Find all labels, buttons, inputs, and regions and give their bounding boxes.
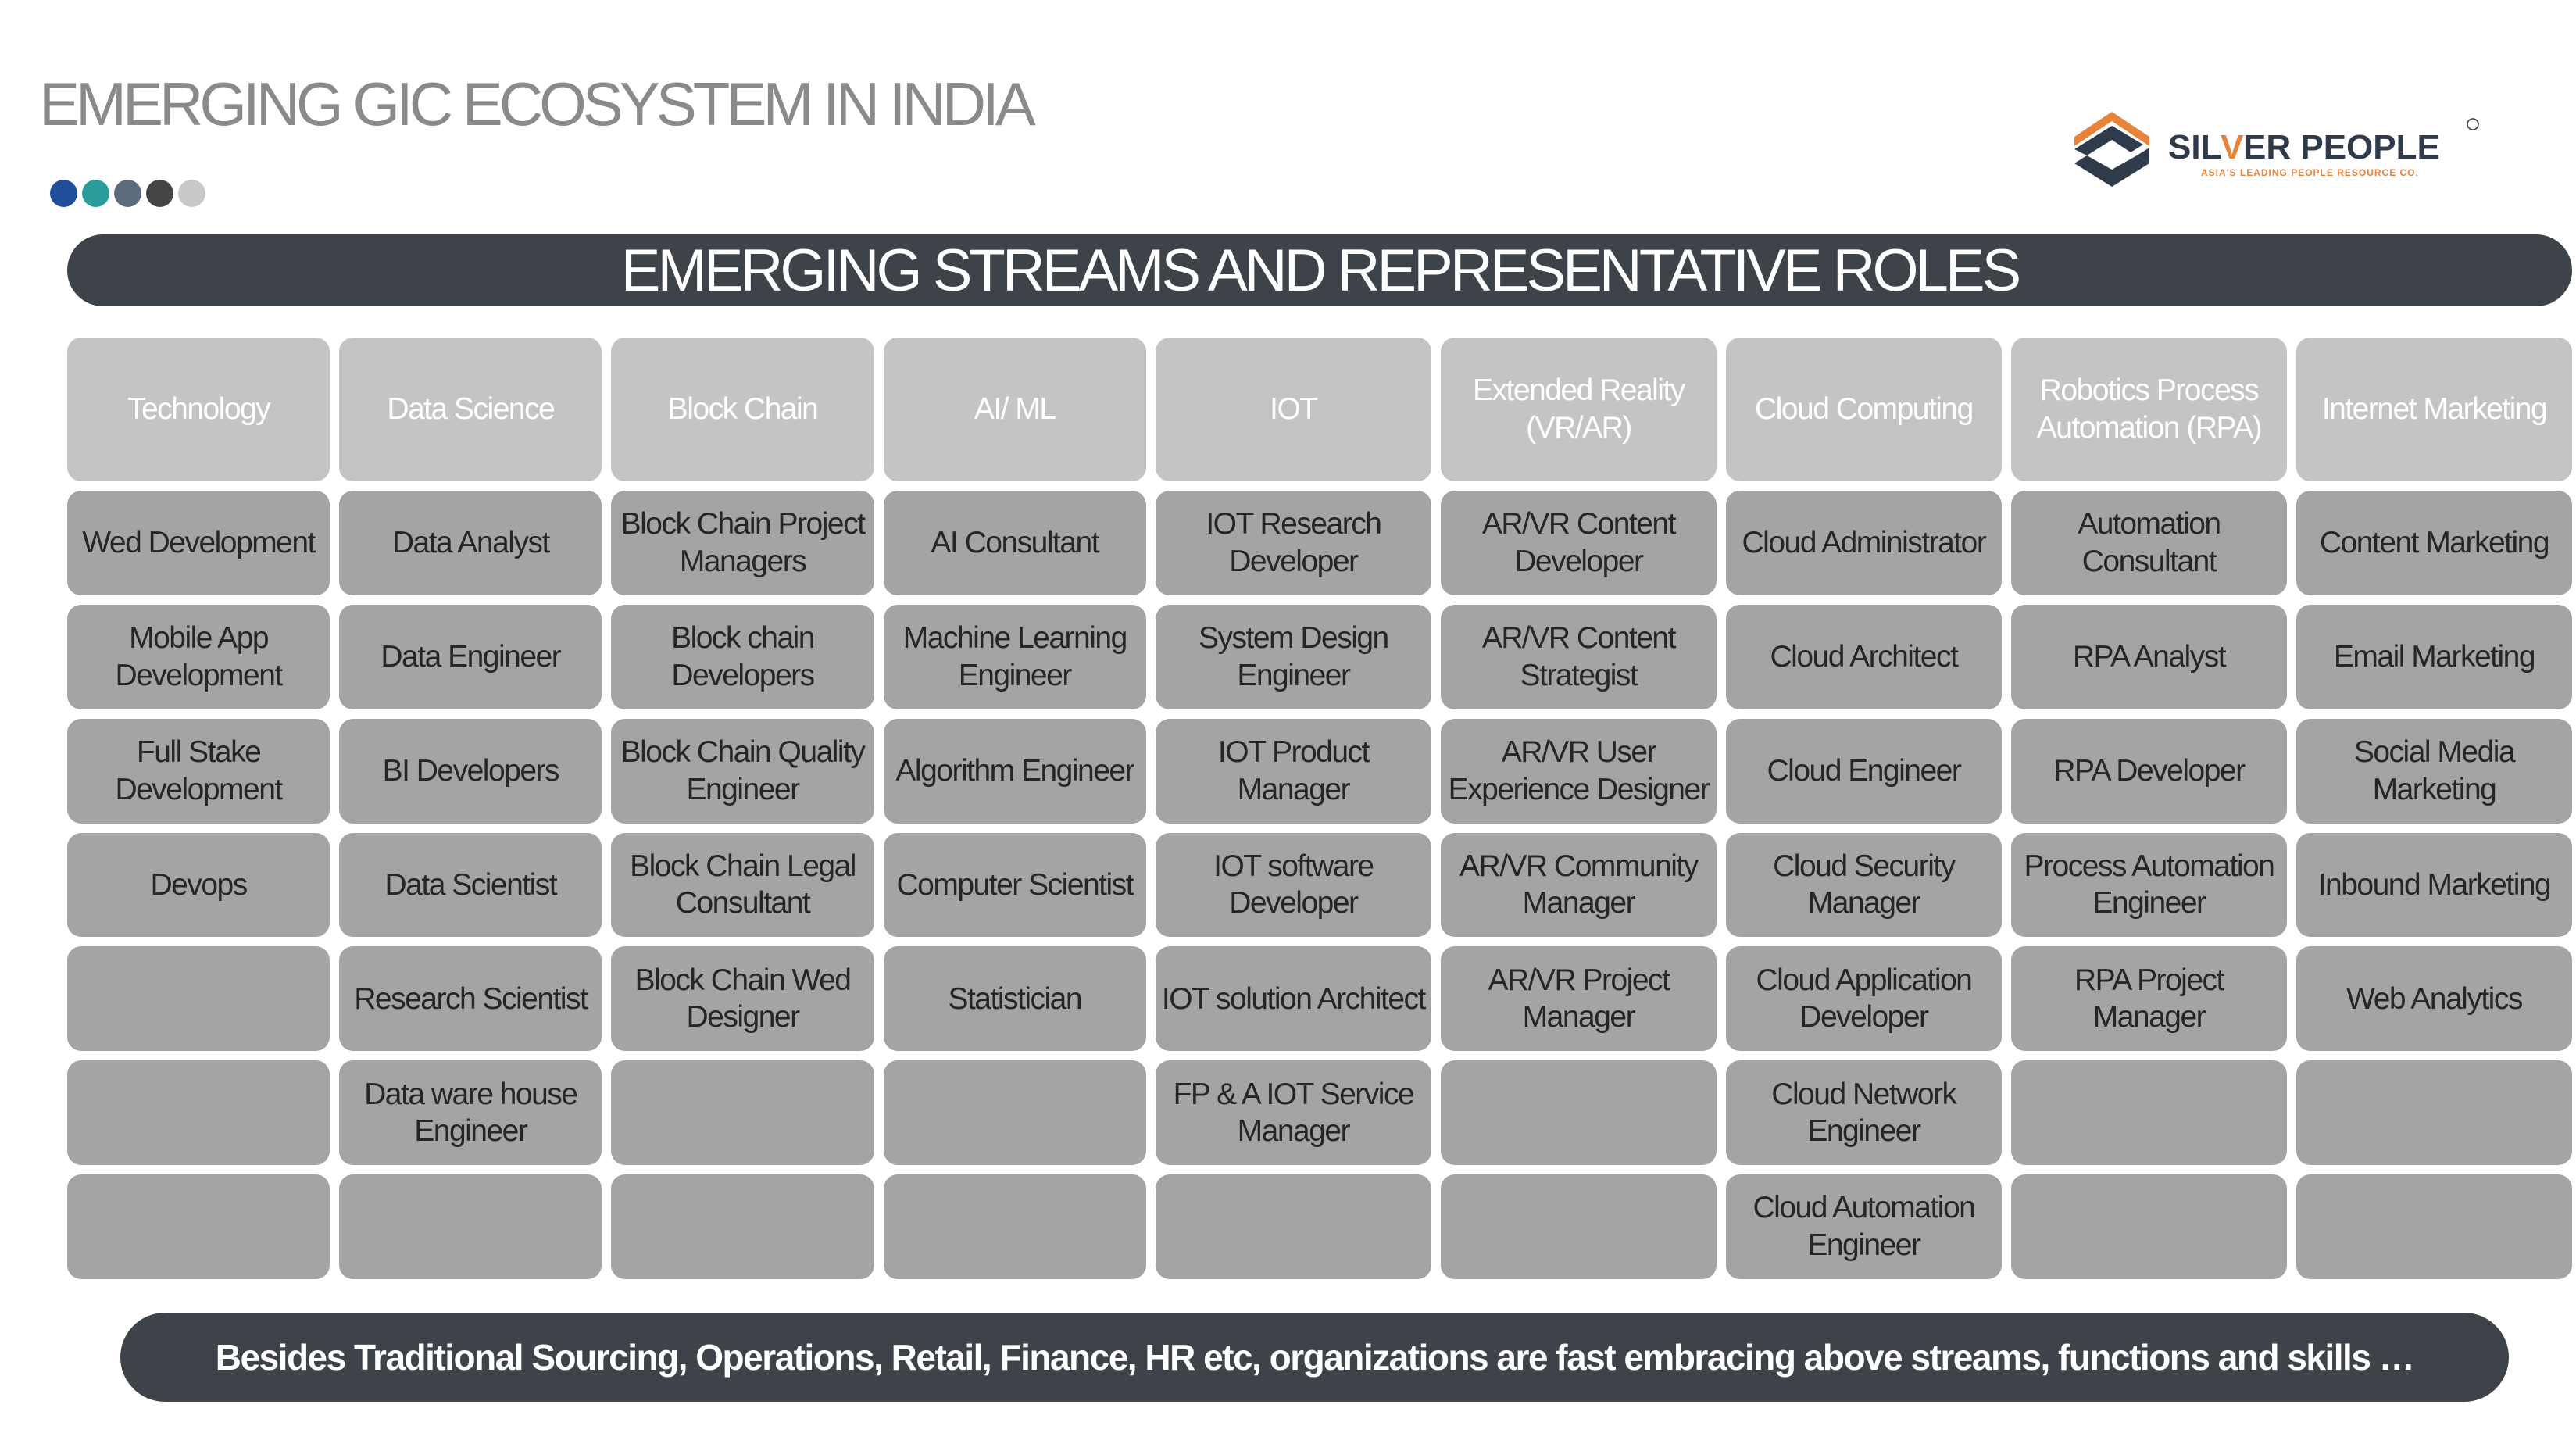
role-cell: Data Engineer	[339, 604, 602, 709]
logo-mark-icon: SIL V ER PEOPLE ASIA'S LEADING PEOPLE RE…	[2074, 112, 2479, 187]
role-cell	[2296, 1060, 2572, 1166]
footer-banner: Besides Traditional Sourcing, Operations…	[120, 1313, 2509, 1402]
stream-header: Robotics Process Automation (RPA)	[2010, 338, 2287, 481]
role-cell: RPA Analyst	[2010, 604, 2287, 709]
role-cell: Devops	[67, 832, 330, 938]
role-cell	[67, 1174, 330, 1279]
stream-header: Technology	[67, 338, 330, 481]
role-cell	[883, 1174, 1146, 1279]
role-cell: Cloud Engineer	[1725, 718, 2002, 824]
role-cell	[339, 1174, 602, 1279]
stream-header: Block Chain	[611, 338, 874, 481]
role-cell	[1155, 1174, 1431, 1279]
svg-text:ER PEOPLE: ER PEOPLE	[2243, 128, 2440, 166]
stream-header: Internet Marketing	[2296, 338, 2572, 481]
role-cell: RPA Project Manager	[2010, 946, 2287, 1052]
role-cell: Cloud Application Developer	[1725, 946, 2002, 1052]
role-cell: Process Automation Engineer	[2010, 832, 2287, 938]
role-cell: Web Analytics	[2296, 946, 2572, 1052]
stream-header: Extended Reality (VR/AR)	[1440, 338, 1717, 481]
decorative-dots	[50, 180, 205, 207]
role-cell: Inbound Marketing	[2296, 832, 2572, 938]
page-title: EMERGING GIC ECOSYSTEM IN INDIA	[39, 70, 1036, 138]
role-cell	[611, 1174, 874, 1279]
role-cell: AR/VR Content Developer	[1440, 491, 1717, 595]
role-cell: AR/VR Community Manager	[1440, 832, 1717, 938]
role-cell: AR/VR User Experience Designer	[1440, 718, 1717, 824]
stream-header: Cloud Computing	[1725, 338, 2002, 481]
role-cell	[611, 1060, 874, 1166]
role-cell: AR/VR Project Manager	[1440, 946, 1717, 1052]
role-cell: Automation Consultant	[2010, 491, 2287, 595]
stream-header: IOT	[1155, 338, 1431, 481]
dot	[146, 180, 173, 207]
role-cell: Block Chain Wed Designer	[611, 946, 874, 1052]
role-cell: Computer Scientist	[883, 832, 1146, 938]
silver-people-logo: SIL V ER PEOPLE ASIA'S LEADING PEOPLE RE…	[2067, 98, 2488, 199]
role-cell: Email Marketing	[2296, 604, 2572, 709]
role-cell: Cloud Automation Engineer	[1725, 1174, 2002, 1279]
role-cell: Cloud Architect	[1725, 604, 2002, 709]
dot	[50, 180, 77, 207]
role-cell: Full Stake Development	[67, 718, 330, 824]
footer-text: Besides Traditional Sourcing, Operations…	[215, 1337, 2415, 1378]
role-cell: AR/VR Content Strategist	[1440, 604, 1717, 709]
role-cell: FP & A IOT Service Manager	[1155, 1060, 1431, 1166]
role-cell: Research Scientist	[339, 946, 602, 1052]
role-cell: IOT solution Architect	[1155, 946, 1431, 1052]
role-cell: System Design Engineer	[1155, 604, 1431, 709]
role-cell: Block Chain Quality Engineer	[611, 718, 874, 824]
dot	[82, 180, 109, 207]
role-cell	[883, 1060, 1146, 1166]
role-cell	[2010, 1174, 2287, 1279]
svg-text:SIL: SIL	[2168, 128, 2221, 166]
role-cell: Cloud Administrator	[1725, 491, 2002, 595]
role-cell	[2010, 1060, 2287, 1166]
role-cell: Block Chain Project Managers	[611, 491, 874, 595]
role-cell: Block chain Developers	[611, 604, 874, 709]
dot	[178, 180, 205, 207]
role-cell	[1440, 1174, 1717, 1279]
logo-tagline: ASIA'S LEADING PEOPLE RESOURCE CO.	[2201, 167, 2419, 178]
role-cell: Wed Development	[67, 491, 330, 595]
role-cell: Algorithm Engineer	[883, 718, 1146, 824]
banner-title: EMERGING STREAMS AND REPRESENTATIVE ROLE…	[620, 237, 2021, 304]
streams-roles-grid: Technology Wed Development Mobile App Deve…	[67, 338, 2572, 1279]
svg-text:V: V	[2221, 128, 2244, 166]
stream-header: Data Science	[339, 338, 602, 481]
role-cell: AI Consultant	[883, 491, 1146, 595]
role-cell: Cloud Network Engineer	[1725, 1060, 2002, 1166]
role-cell: Content Marketing	[2296, 491, 2572, 595]
role-cell: IOT Research Developer	[1155, 491, 1431, 595]
role-cell	[67, 946, 330, 1052]
role-cell: BI Developers	[339, 718, 602, 824]
role-cell: IOT Product Manager	[1155, 718, 1431, 824]
role-cell: Mobile App Development	[67, 604, 330, 709]
role-cell	[1440, 1060, 1717, 1166]
role-cell: Data Analyst	[339, 491, 602, 595]
role-cell: Social Media Marketing	[2296, 718, 2572, 824]
role-cell: Machine Learning Engineer	[883, 604, 1146, 709]
role-cell: RPA Developer	[2010, 718, 2287, 824]
role-cell: Cloud Security Manager	[1725, 832, 2002, 938]
role-cell	[67, 1060, 330, 1166]
role-cell: Data ware house Engineer	[339, 1060, 602, 1166]
stream-header: AI/ ML	[883, 338, 1146, 481]
role-cell: Statistician	[883, 946, 1146, 1052]
section-banner: EMERGING STREAMS AND REPRESENTATIVE ROLE…	[67, 234, 2572, 306]
role-cell: IOT software Developer	[1155, 832, 1431, 938]
role-cell	[2296, 1174, 2572, 1279]
role-cell: Data Scientist	[339, 832, 602, 938]
role-cell: Block Chain Legal Consultant	[611, 832, 874, 938]
dot	[114, 180, 141, 207]
